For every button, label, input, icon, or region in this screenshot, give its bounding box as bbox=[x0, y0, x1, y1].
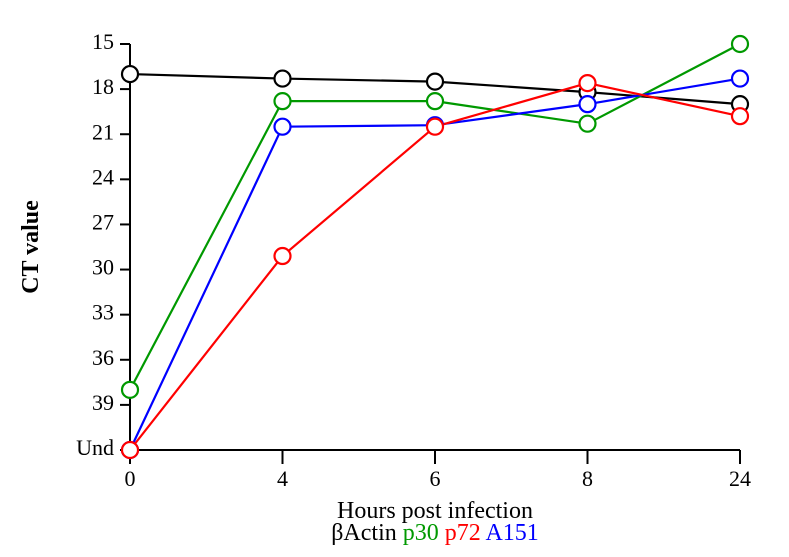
y-tick-label: 21 bbox=[92, 119, 114, 144]
legend-item-p30: p30 bbox=[403, 520, 439, 546]
legend-item-A151: A151 bbox=[485, 520, 538, 546]
series-marker-A151 bbox=[732, 71, 748, 87]
series-marker-p72 bbox=[122, 442, 138, 458]
series-marker-p30 bbox=[122, 382, 138, 398]
series-marker-p72 bbox=[580, 75, 596, 91]
y-tick-label: Und bbox=[76, 435, 114, 460]
y-tick-label: 18 bbox=[92, 74, 114, 99]
series-marker-A151 bbox=[275, 119, 291, 135]
ct-chart: 151821242730333639Und046824Hours post in… bbox=[0, 0, 789, 557]
y-tick-label: 36 bbox=[92, 345, 114, 370]
series-line-p72 bbox=[130, 83, 740, 450]
series-marker-p72 bbox=[732, 108, 748, 124]
y-tick-label: 39 bbox=[92, 390, 114, 415]
series-marker-A151 bbox=[580, 96, 596, 112]
series-marker-p72 bbox=[275, 248, 291, 264]
series-marker-p30 bbox=[275, 93, 291, 109]
legend-item-p72: p72 bbox=[445, 520, 481, 546]
series-marker-βActin bbox=[275, 71, 291, 87]
series-marker-p30 bbox=[427, 93, 443, 109]
y-tick-label: 27 bbox=[92, 209, 114, 234]
legend: βActin p30 p72 A151 bbox=[331, 520, 539, 546]
y-tick-label: 24 bbox=[92, 164, 114, 189]
series-marker-p30 bbox=[580, 116, 596, 132]
x-tick-label: 24 bbox=[729, 466, 751, 491]
y-axis-title: CT value bbox=[18, 200, 44, 294]
series-marker-p30 bbox=[732, 36, 748, 52]
series-marker-βActin bbox=[427, 74, 443, 90]
x-tick-label: 6 bbox=[430, 466, 441, 491]
y-tick-label: 15 bbox=[92, 29, 114, 54]
series-marker-p72 bbox=[427, 119, 443, 135]
series-marker-βActin bbox=[122, 66, 138, 82]
x-tick-label: 0 bbox=[125, 466, 136, 491]
x-tick-label: 8 bbox=[582, 466, 593, 491]
y-tick-label: 33 bbox=[92, 300, 114, 325]
y-tick-label: 30 bbox=[92, 255, 114, 280]
x-tick-label: 4 bbox=[277, 466, 288, 491]
legend-item-βActin: βActin bbox=[331, 520, 397, 546]
